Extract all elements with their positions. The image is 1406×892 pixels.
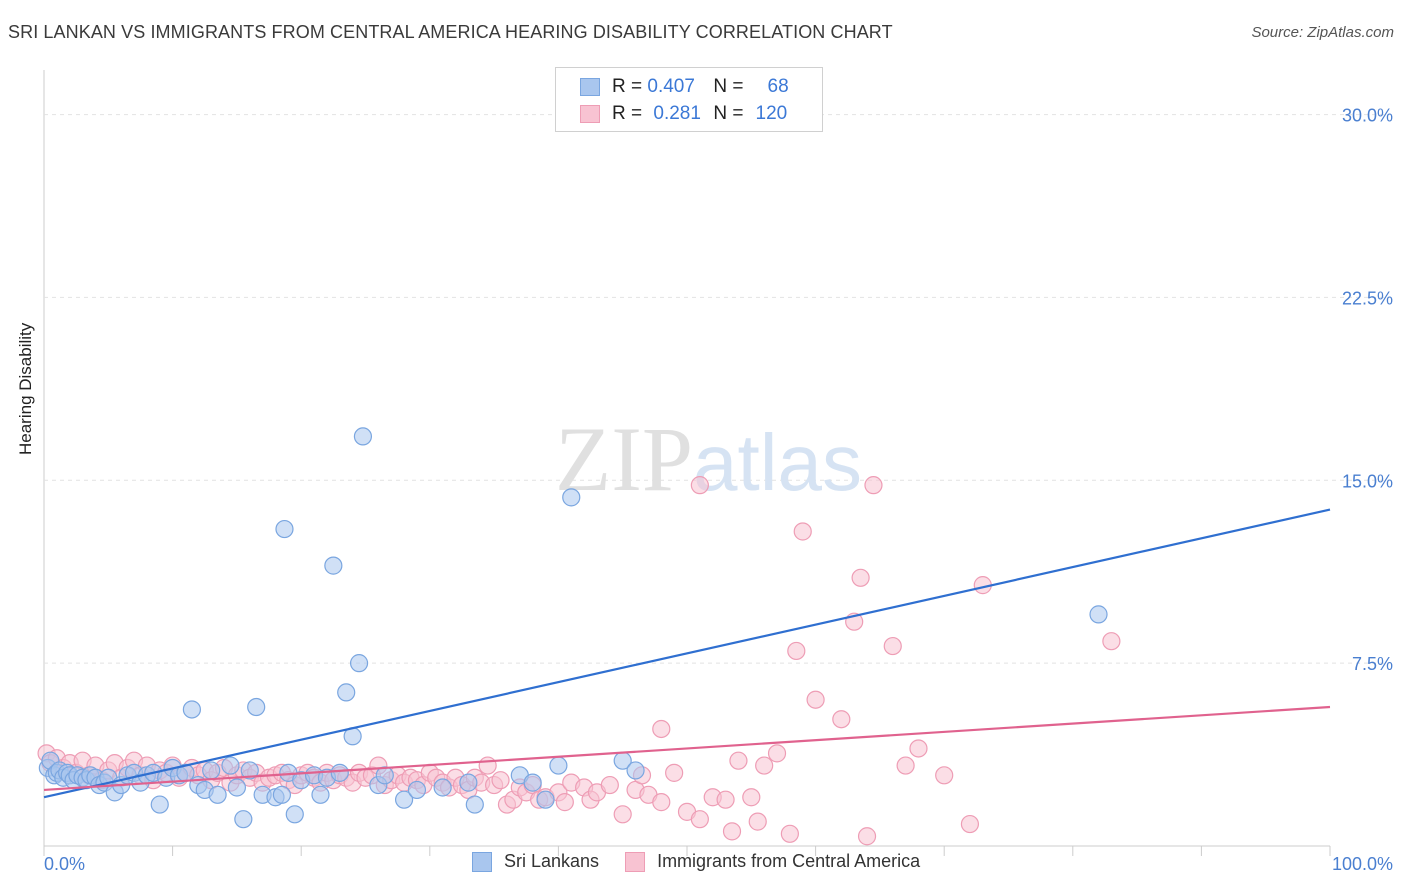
data-point xyxy=(208,785,227,804)
data-point xyxy=(960,814,980,834)
chart-title: SRI LANKAN VS IMMIGRANTS FROM CENTRAL AM… xyxy=(8,22,893,42)
data-point xyxy=(349,654,369,673)
data-point xyxy=(562,488,581,507)
data-point xyxy=(729,751,748,770)
legend-row-sri-lankans: R = 0.407 N = 68 xyxy=(580,75,789,99)
data-point xyxy=(787,641,806,661)
x-tick-label: 0.0% xyxy=(44,854,85,874)
series-sri-lankans-points xyxy=(38,427,1108,829)
data-point xyxy=(755,756,774,775)
y-tick-label: 30.0% xyxy=(1342,106,1393,126)
data-point xyxy=(182,700,201,719)
y-tick-labels: 7.5% 15.0% 22.5% 30.0% xyxy=(1342,106,1393,675)
data-point xyxy=(722,822,742,841)
data-point xyxy=(337,683,356,702)
data-point xyxy=(459,773,478,792)
data-point xyxy=(851,568,870,587)
x-tick-labels: 0.0% 100.0% xyxy=(44,854,1393,874)
legend-r-label: R = xyxy=(612,76,643,97)
data-point xyxy=(227,778,246,797)
data-point xyxy=(793,522,812,541)
data-point xyxy=(555,793,574,812)
legend-swatch-blue xyxy=(580,78,600,96)
data-point xyxy=(935,766,954,785)
legend-n-value: 120 xyxy=(755,103,788,124)
trend-line-sri-lankans xyxy=(43,508,1331,799)
data-point xyxy=(742,788,761,807)
data-point xyxy=(864,476,883,495)
y-tick-label: 7.5% xyxy=(1352,654,1393,674)
data-point xyxy=(1089,605,1108,624)
data-point xyxy=(626,761,645,780)
data-point xyxy=(652,719,671,739)
legend-label: Immigrants from Central America xyxy=(657,851,921,871)
data-point xyxy=(394,790,414,809)
data-point xyxy=(407,780,427,800)
x-tick-label: 100.0% xyxy=(1332,854,1393,874)
y-tick-label: 15.0% xyxy=(1342,471,1393,491)
stats-legend: R = 0.407 N = 68 R = 0.281 N = 120 xyxy=(555,67,823,132)
data-point xyxy=(690,810,709,829)
data-point xyxy=(806,690,825,709)
data-point xyxy=(150,795,169,814)
data-point xyxy=(234,810,253,829)
legend-item-central-america[interactable]: Immigrants from Central America xyxy=(625,851,920,872)
data-point xyxy=(353,427,373,446)
data-point xyxy=(478,756,497,775)
data-point xyxy=(375,766,394,785)
source-label: Source: ZipAtlas.com xyxy=(1251,24,1394,41)
series-legend: Sri Lankans Immigrants from Central Amer… xyxy=(472,851,946,872)
trend-line-central-america xyxy=(43,705,1331,792)
data-point xyxy=(221,756,240,775)
data-point xyxy=(465,795,484,814)
data-point xyxy=(600,775,619,795)
data-point xyxy=(896,756,915,775)
legend-r-label: R = xyxy=(612,103,643,124)
data-point xyxy=(909,739,928,758)
data-point xyxy=(1102,632,1121,651)
data-point xyxy=(324,556,343,575)
data-point xyxy=(748,812,767,831)
legend-r-value: 0.281 xyxy=(653,103,701,124)
y-tick-label: 22.5% xyxy=(1342,288,1393,308)
data-point xyxy=(549,756,568,775)
data-point xyxy=(832,710,851,729)
watermark: ZIPatlas xyxy=(555,408,862,510)
data-point xyxy=(433,778,452,797)
data-point xyxy=(330,763,349,782)
data-point xyxy=(613,805,632,824)
data-point xyxy=(780,824,799,843)
legend-n-value: 68 xyxy=(767,76,789,97)
data-point xyxy=(272,785,292,804)
data-point xyxy=(491,771,510,790)
data-point xyxy=(767,744,787,763)
legend-row-central-america: R = 0.281 N = 120 xyxy=(580,102,787,126)
data-point xyxy=(311,785,330,804)
data-point xyxy=(665,763,684,782)
data-point xyxy=(275,519,294,539)
legend-swatch-blue xyxy=(472,851,492,872)
legend-item-sri-lankans[interactable]: Sri Lankans xyxy=(472,851,599,872)
data-point xyxy=(247,697,266,717)
data-point xyxy=(523,773,542,792)
legend-label: Sri Lankans xyxy=(504,851,600,871)
data-point xyxy=(536,790,555,809)
legend-n-label: N = xyxy=(713,103,744,124)
data-point xyxy=(285,805,304,824)
legend-swatch-pink xyxy=(625,851,646,872)
data-point xyxy=(202,761,221,780)
data-point xyxy=(690,476,709,495)
data-point xyxy=(716,790,735,809)
legend-r-value: 0.407 xyxy=(647,76,695,97)
data-point xyxy=(652,793,671,812)
data-point xyxy=(857,827,877,846)
data-point xyxy=(883,636,902,656)
trend-lines xyxy=(43,508,1331,799)
legend-n-label: N = xyxy=(713,76,744,97)
legend-swatch-pink xyxy=(580,105,600,123)
data-point xyxy=(240,761,259,780)
